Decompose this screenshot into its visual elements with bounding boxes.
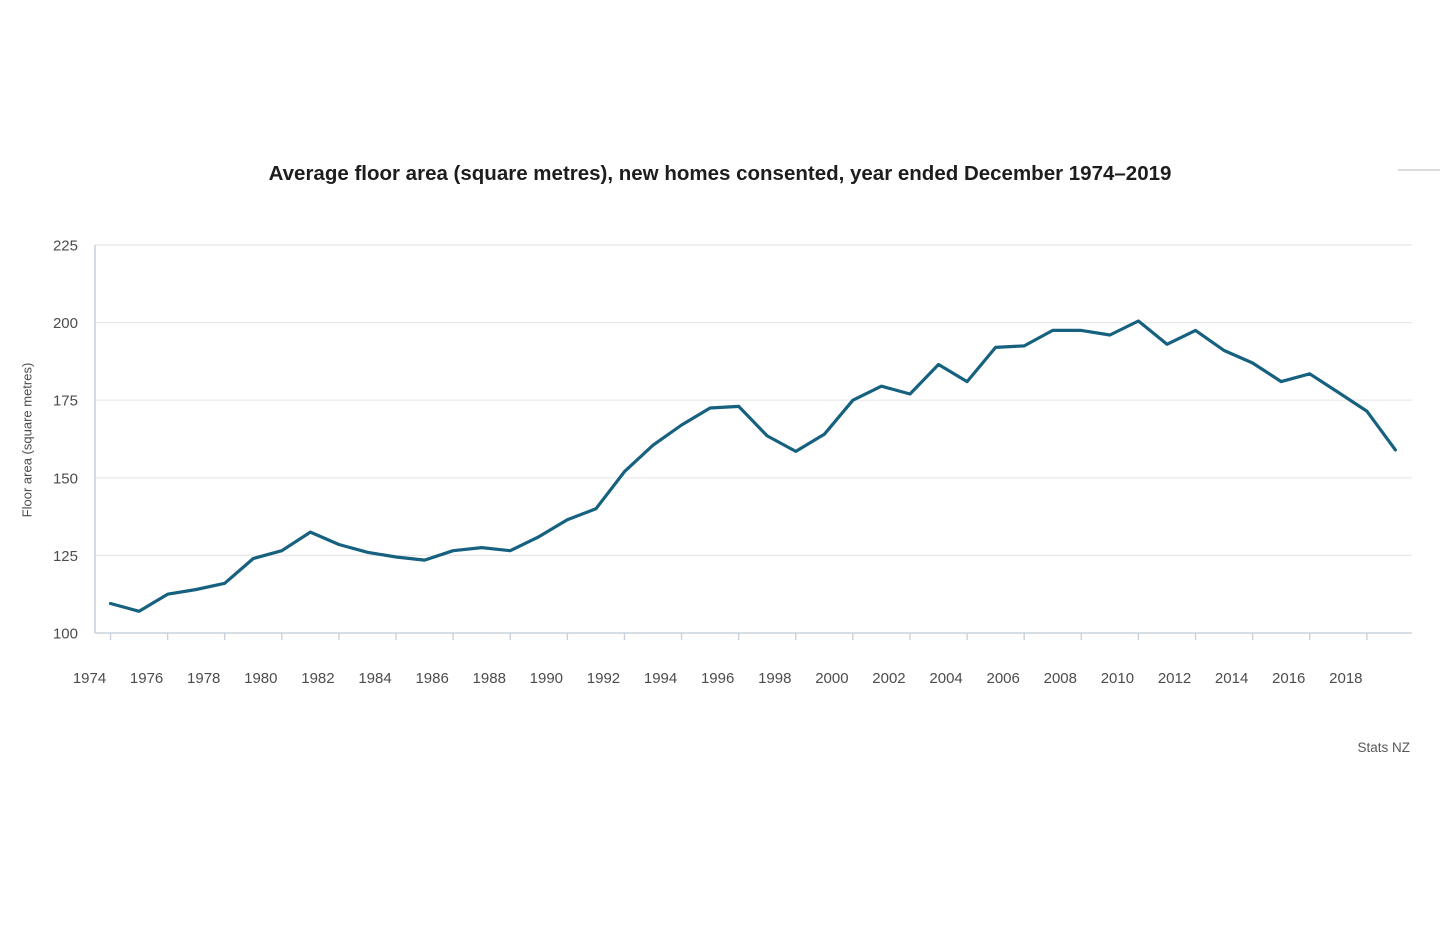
x-tick-label: 2000	[815, 670, 848, 687]
source-credit: Stats NZ	[1357, 740, 1410, 755]
x-tick-label: 2012	[1158, 670, 1191, 687]
y-tick-label: 150	[53, 470, 78, 487]
x-tick-label: 1998	[758, 670, 791, 687]
x-tick-label: 1986	[415, 670, 448, 687]
x-tick-label: 1988	[473, 670, 506, 687]
x-tick-label: 2014	[1215, 670, 1248, 687]
divider-line	[1398, 169, 1440, 171]
x-tick-label: 2016	[1272, 670, 1305, 687]
x-tick-label: 2018	[1329, 670, 1362, 687]
x-tick-label: 2010	[1101, 670, 1134, 687]
x-tick-label: 1976	[130, 670, 163, 687]
chart-title: Average floor area (square metres), new …	[268, 162, 1172, 185]
y-tick-label: 125	[53, 548, 78, 565]
y-tick-label: 200	[53, 315, 78, 332]
x-tick-label: 1996	[701, 670, 734, 687]
y-tick-label: 225	[53, 238, 78, 255]
x-tick-label: 1984	[358, 670, 391, 687]
x-tick-label: 1994	[644, 670, 677, 687]
x-tick-label: 1980	[244, 670, 277, 687]
y-tick-label: 175	[53, 393, 78, 410]
x-tick-label: 2008	[1044, 670, 1077, 687]
x-tick-label: 1990	[530, 670, 563, 687]
x-tick-label: 2004	[929, 670, 962, 687]
x-tick-label: 1982	[301, 670, 334, 687]
y-tick-label: 100	[53, 626, 78, 643]
x-tick-label: 2006	[987, 670, 1020, 687]
x-tick-label: 1974	[73, 670, 106, 687]
x-tick-label: 1992	[587, 670, 620, 687]
x-tick-label: 2002	[872, 670, 905, 687]
data-series-line	[108, 319, 1398, 613]
x-tick-label: 1978	[187, 670, 220, 687]
